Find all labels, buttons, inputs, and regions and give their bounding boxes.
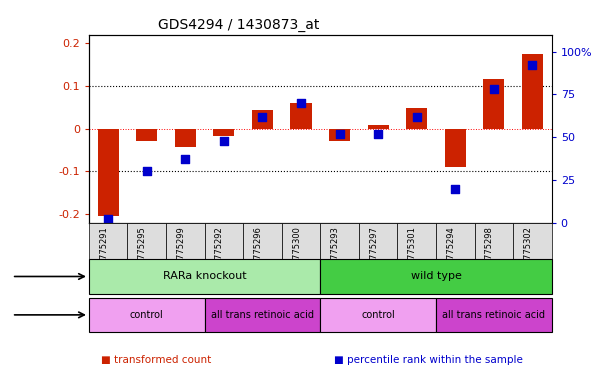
Bar: [321, 298, 436, 332]
Bar: [175, 129, 196, 147]
Text: GSM775300: GSM775300: [292, 226, 301, 277]
Text: GSM775294: GSM775294: [446, 226, 455, 277]
Text: ■ transformed count: ■ transformed count: [101, 355, 211, 365]
Bar: [89, 259, 321, 294]
Bar: [89, 298, 205, 332]
Bar: [252, 110, 273, 129]
Text: GSM775302: GSM775302: [524, 226, 533, 277]
Bar: [436, 223, 474, 288]
Text: control: control: [361, 310, 395, 320]
Point: [142, 168, 151, 174]
Text: GSM775297: GSM775297: [369, 226, 378, 277]
Text: GSM775291: GSM775291: [99, 226, 108, 277]
Bar: [136, 129, 158, 141]
Bar: [205, 298, 321, 332]
Bar: [321, 259, 552, 294]
Bar: [213, 129, 235, 136]
Text: GSM775293: GSM775293: [330, 226, 340, 277]
Text: control: control: [130, 310, 164, 320]
Text: GSM775292: GSM775292: [215, 226, 224, 277]
Bar: [321, 223, 359, 288]
Bar: [329, 129, 350, 141]
Text: GSM775301: GSM775301: [408, 226, 417, 277]
Bar: [282, 223, 321, 288]
Bar: [474, 223, 513, 288]
Bar: [397, 223, 436, 288]
Bar: [368, 125, 389, 129]
Bar: [128, 223, 166, 288]
Bar: [436, 298, 552, 332]
Bar: [483, 79, 504, 129]
Point: [451, 185, 460, 192]
Point: [296, 100, 306, 106]
Text: RARa knockout: RARa knockout: [163, 271, 246, 281]
Bar: [522, 54, 543, 129]
Bar: [97, 129, 119, 216]
Point: [257, 114, 267, 120]
Text: all trans retinoic acid: all trans retinoic acid: [443, 310, 546, 320]
Point: [528, 62, 538, 68]
Text: wild type: wild type: [411, 271, 462, 281]
Text: GDS4294 / 1430873_at: GDS4294 / 1430873_at: [158, 18, 320, 32]
Point: [489, 86, 499, 93]
Bar: [291, 103, 311, 129]
Text: GSM775299: GSM775299: [177, 226, 185, 277]
Point: [103, 216, 113, 222]
Bar: [89, 223, 128, 288]
Point: [335, 131, 345, 137]
Text: GSM775296: GSM775296: [253, 226, 262, 277]
Bar: [513, 223, 552, 288]
Text: all trans retinoic acid: all trans retinoic acid: [211, 310, 314, 320]
Bar: [444, 129, 466, 167]
Bar: [359, 223, 397, 288]
Point: [180, 156, 190, 162]
Text: GSM775295: GSM775295: [138, 226, 147, 277]
Bar: [243, 223, 282, 288]
Point: [412, 114, 422, 120]
Bar: [166, 223, 205, 288]
Bar: [205, 223, 243, 288]
Bar: [406, 108, 427, 129]
Point: [219, 137, 229, 144]
Point: [373, 131, 383, 137]
Text: ■ percentile rank within the sample: ■ percentile rank within the sample: [334, 355, 523, 365]
Text: GSM775298: GSM775298: [485, 226, 494, 277]
